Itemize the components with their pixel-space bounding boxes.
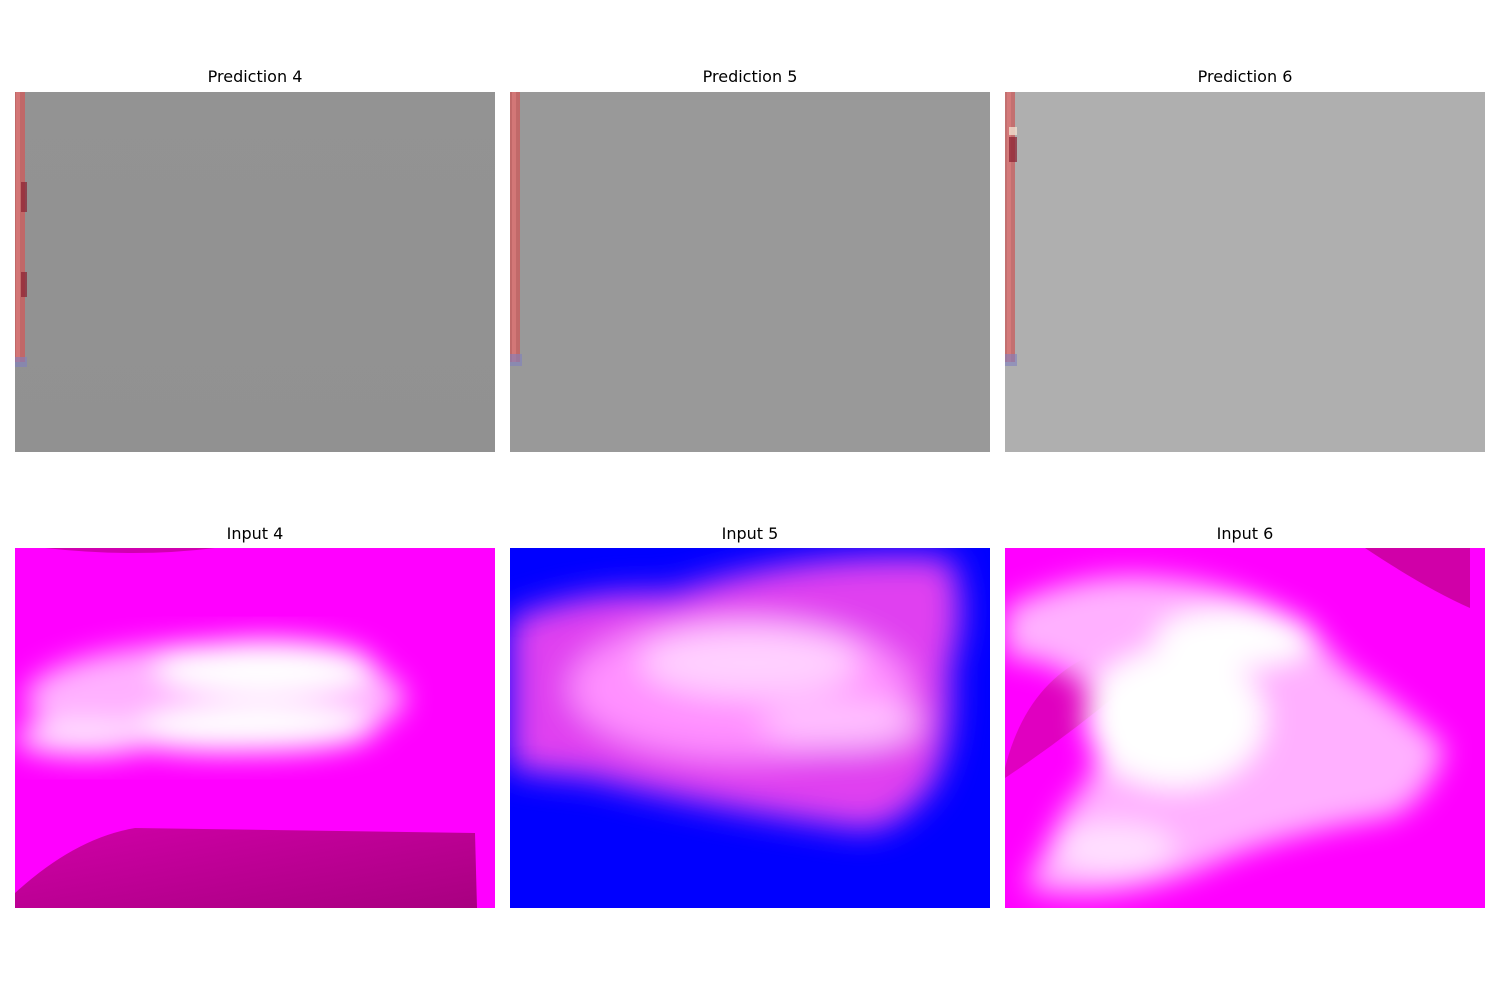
panel-title-prediction-4: Prediction 4	[207, 67, 303, 86]
input-6-image	[1005, 548, 1485, 908]
prediction-5-image	[510, 92, 990, 452]
input-5-image	[510, 548, 990, 908]
input-4-image	[15, 548, 495, 908]
prediction-6-image	[1005, 92, 1485, 452]
panel-title-input-6: Input 6	[1216, 524, 1274, 543]
prediction-4-image	[15, 92, 495, 452]
panel-title-input-4: Input 4	[226, 524, 284, 543]
panel-title-input-5: Input 5	[721, 524, 779, 543]
panel-title-prediction-6: Prediction 6	[1197, 67, 1293, 86]
panel-title-prediction-5: Prediction 5	[702, 67, 798, 86]
